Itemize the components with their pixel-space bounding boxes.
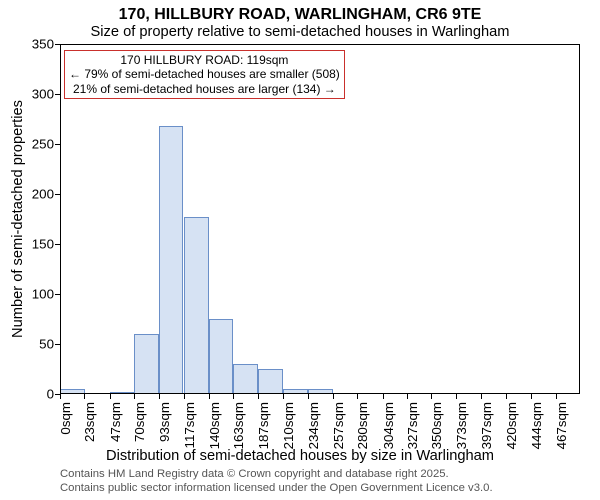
y-tick-mark xyxy=(55,94,60,95)
x-tick-mark xyxy=(531,394,532,399)
chart-title-line2: Size of property relative to semi-detach… xyxy=(0,24,600,40)
y-tick-mark xyxy=(55,144,60,145)
x-tick-mark xyxy=(357,394,358,399)
x-tick-label: 350sqm xyxy=(429,402,444,449)
x-tick-mark xyxy=(283,394,284,399)
plot-area: 050100150200250300350 0sqm23sqm47sqm70sq… xyxy=(60,44,580,394)
x-tick-mark xyxy=(60,394,61,399)
x-tick-label: 304sqm xyxy=(381,402,396,449)
x-tick-mark xyxy=(134,394,135,399)
histogram-bar xyxy=(184,217,209,394)
x-tick-mark xyxy=(184,394,185,399)
x-tick-label: 327sqm xyxy=(405,402,420,449)
histogram-bar xyxy=(283,389,308,394)
x-tick-mark xyxy=(110,394,111,399)
x-tick-label: 47sqm xyxy=(108,402,123,442)
x-tick-mark xyxy=(456,394,457,399)
x-tick-label: 280sqm xyxy=(355,402,370,449)
x-tick-mark xyxy=(506,394,507,399)
chart-title-line1: 170, HILLBURY ROAD, WARLINGHAM, CR6 9TE xyxy=(0,6,600,24)
y-tick-mark xyxy=(55,294,60,295)
x-tick-label: 117sqm xyxy=(182,402,197,448)
x-tick-mark xyxy=(431,394,432,399)
x-tick-label: 210sqm xyxy=(281,402,296,449)
footnote-line2: Contains public sector information licen… xyxy=(60,482,493,494)
histogram-bar xyxy=(233,364,258,394)
x-tick-label: 163sqm xyxy=(231,402,246,449)
histogram-bar xyxy=(110,392,135,394)
annotation-line3: 21% of semi-detached houses are larger (… xyxy=(69,82,340,96)
x-tick-label: 420sqm xyxy=(504,402,519,449)
histogram-bar xyxy=(134,334,159,394)
x-tick-label: 93sqm xyxy=(157,402,172,442)
x-tick-mark xyxy=(333,394,334,399)
histogram-bar xyxy=(60,389,85,394)
x-tick-mark xyxy=(556,394,557,399)
x-tick-label: 140sqm xyxy=(207,402,222,449)
x-tick-label: 0sqm xyxy=(58,402,73,435)
x-tick-mark xyxy=(209,394,210,399)
histogram-bar xyxy=(209,319,234,394)
y-tick-mark xyxy=(55,344,60,345)
chart-container: 170, HILLBURY ROAD, WARLINGHAM, CR6 9TE … xyxy=(0,0,600,500)
histogram-bar xyxy=(159,126,184,394)
x-tick-label: 467sqm xyxy=(554,402,569,449)
x-tick-mark xyxy=(407,394,408,399)
histogram-bar xyxy=(308,389,333,394)
x-tick-mark xyxy=(159,394,160,399)
x-tick-label: 23sqm xyxy=(82,402,97,442)
x-tick-mark xyxy=(258,394,259,399)
x-tick-mark xyxy=(84,394,85,399)
x-tick-label: 373sqm xyxy=(454,402,469,449)
x-tick-mark xyxy=(383,394,384,399)
x-tick-label: 187sqm xyxy=(256,402,271,449)
x-axis-title: Distribution of semi-detached houses by … xyxy=(0,448,600,464)
x-tick-label: 444sqm xyxy=(529,402,544,449)
annotation-box: 170 HILLBURY ROAD: 119sqm ← 79% of semi-… xyxy=(64,50,345,99)
x-tick-label: 234sqm xyxy=(306,402,321,449)
x-tick-mark xyxy=(233,394,234,399)
y-tick-mark xyxy=(55,244,60,245)
x-tick-mark xyxy=(481,394,482,399)
annotation-line1: 170 HILLBURY ROAD: 119sqm xyxy=(69,53,340,67)
x-tick-mark xyxy=(308,394,309,399)
footnote-line1: Contains HM Land Registry data © Crown c… xyxy=(60,468,449,480)
x-tick-label: 70sqm xyxy=(132,402,147,442)
y-tick-mark xyxy=(55,194,60,195)
annotation-line2: ← 79% of semi-detached houses are smalle… xyxy=(69,67,340,81)
x-tick-label: 397sqm xyxy=(479,402,494,449)
y-tick-mark xyxy=(55,44,60,45)
y-axis-title: Number of semi-detached properties xyxy=(10,100,26,338)
histogram-bar xyxy=(258,369,283,394)
x-tick-label: 257sqm xyxy=(331,402,346,449)
